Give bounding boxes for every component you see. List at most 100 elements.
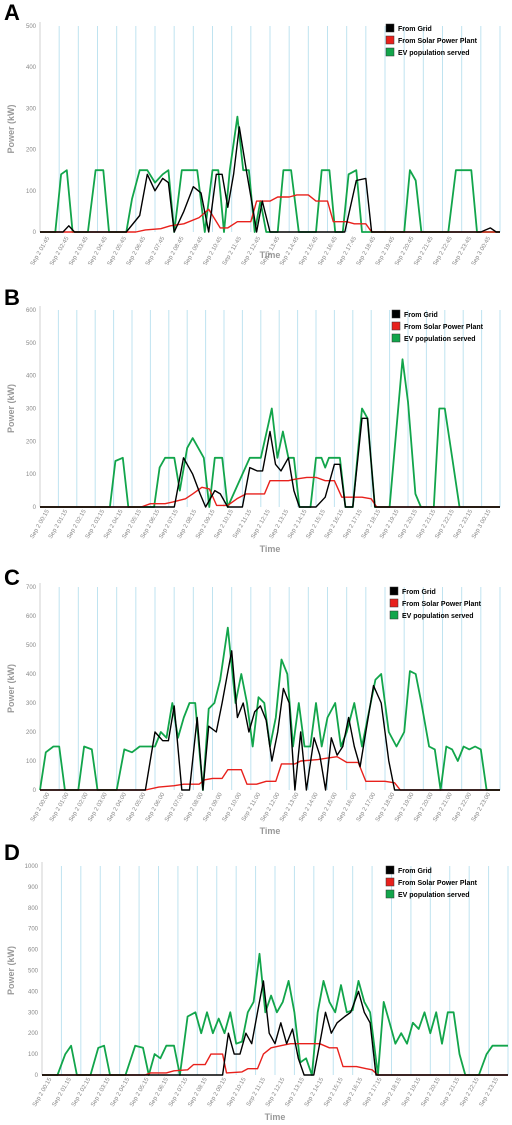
y-tick-label: 300	[26, 701, 37, 707]
y-tick-label: 100	[26, 472, 37, 478]
legend-label: EV population served	[398, 50, 470, 57]
legend-label: From Grid	[402, 589, 436, 596]
x-tick-label: Sep 2 00:15	[32, 1076, 54, 1108]
x-tick-label: Sep 2 21:15	[440, 1076, 462, 1108]
chart-svg: 0 100 200 300 400 500 600 700 800 900 1000 Sep 2 00…	[6, 862, 509, 1122]
x-tick-label: Sep 2 18:00	[375, 791, 397, 823]
x-tick-label: Sep 2 07:45	[145, 235, 167, 265]
x-tick-label: Sep 2 07:15	[168, 1076, 190, 1108]
x-tick-label: Sep 2 23:15	[479, 1076, 501, 1108]
x-tick-label: Sep 2 11:15	[246, 1076, 267, 1107]
x-tick-label: Sep 2 11:00	[241, 791, 262, 822]
x-tick-label: Sep 2 19:00	[394, 791, 416, 823]
x-tick-label: Sep 2 08:45	[164, 235, 186, 265]
x-tick-label: Sep 2 13:00	[279, 791, 301, 823]
y-tick-label: 600	[26, 308, 37, 314]
x-tick-label: Sep 2 19:45	[375, 235, 397, 265]
chart-panel-d: D 0 100 200 300 400 500 600 700 800 900 1000 Sep 2 …	[0, 840, 512, 1125]
x-tick-label: Sep 2 22:00	[452, 791, 474, 823]
x-tick-label: Sep 2 03:45	[68, 235, 90, 265]
y-tick-label: 0	[33, 230, 37, 236]
x-tick-label: Sep 2 06:45	[126, 235, 148, 265]
y-tick-label: 700	[26, 585, 37, 591]
x-tick-label: Sep 2 10:45	[202, 235, 224, 265]
y-axis-title: Power (kW)	[6, 384, 16, 433]
legend-swatch	[385, 23, 395, 33]
y-tick-label: 200	[26, 730, 37, 736]
legend-swatch	[391, 309, 401, 319]
x-axis-title: Time	[260, 544, 281, 554]
y-tick-label: 0	[33, 788, 37, 794]
legend-swatch	[389, 610, 399, 620]
y-tick-label: 500	[26, 643, 37, 649]
legend-swatch	[385, 865, 395, 875]
x-tick-label: Sep 2 17:15	[362, 1076, 384, 1108]
y-tick-label: 400	[26, 65, 37, 71]
series-line-0	[40, 417, 500, 508]
x-tick-label: Sep 2 10:15	[226, 1076, 248, 1108]
x-tick-label: Sep 2 16:15	[343, 1076, 365, 1108]
x-tick-label: Sep 2 01:45	[30, 235, 52, 265]
y-tick-label: 0	[35, 1073, 39, 1079]
y-axis-title: Power (kW)	[6, 946, 16, 995]
x-tick-label: Sep 2 20:15	[420, 1076, 442, 1108]
y-tick-label: 500	[26, 24, 37, 30]
legend-label: From Grid	[404, 312, 438, 319]
x-tick-label: Sep 2 14:00	[298, 791, 320, 823]
x-tick-label: Sep 2 21:00	[432, 791, 454, 823]
x-tick-label: Sep 2 21:45	[413, 235, 435, 265]
series-line-0	[42, 980, 508, 1076]
y-tick-label: 1000	[25, 864, 39, 870]
x-tick-label: Sep 2 11:45	[222, 235, 243, 265]
legend-label: EV population served	[404, 336, 476, 343]
y-tick-label: 500	[26, 341, 37, 347]
x-tick-label: Sep 2 15:45	[298, 235, 320, 265]
legend-swatch	[385, 35, 395, 45]
x-tick-label: Sep 2 19:15	[401, 1076, 423, 1108]
legend-label: From Solar Power Plant	[398, 38, 478, 45]
y-tick-label: 100	[28, 1052, 39, 1058]
series-line-0	[40, 650, 500, 791]
y-tick-label: 400	[26, 374, 37, 380]
x-tick-label: Sep 3 00:15	[471, 508, 493, 540]
x-tick-label: Sep 2 08:00	[183, 791, 205, 823]
panel-label: D	[4, 840, 20, 865]
y-tick-label: 900	[28, 885, 39, 891]
x-tick-label: Sep 2 14:45	[279, 235, 301, 265]
x-tick-label: Sep 2 22:15	[459, 1076, 481, 1108]
x-tick-label: Sep 2 16:00	[337, 791, 359, 823]
legend-label: From Solar Power Plant	[404, 324, 484, 331]
legend-label: EV population served	[398, 892, 470, 899]
legend-swatch	[385, 877, 395, 887]
legend-swatch	[391, 321, 401, 331]
y-tick-label: 800	[28, 906, 39, 912]
y-tick-label: 700	[28, 927, 39, 933]
y-axis-title: Power (kW)	[6, 104, 16, 153]
x-axis-title: Time	[260, 826, 281, 836]
x-tick-label: Sep 2 05:45	[107, 235, 129, 265]
x-tick-label: Sep 2 02:45	[49, 235, 71, 265]
y-tick-label: 500	[28, 969, 39, 975]
x-tick-label: Sep 2 10:00	[222, 791, 244, 823]
y-tick-label: 100	[26, 189, 37, 195]
x-tick-label: Sep 2 20:45	[394, 235, 416, 265]
series-line-2	[40, 358, 500, 508]
x-tick-label: Sep 2 15:00	[317, 791, 339, 823]
x-axis-title: Time	[265, 1112, 286, 1122]
x-tick-label: Sep 2 00:00	[30, 791, 52, 823]
x-tick-label: Sep 2 06:15	[149, 1076, 171, 1108]
x-tick-label: Sep 2 15:15	[323, 1076, 345, 1108]
series-line-2	[42, 952, 508, 1076]
x-tick-label: Sep 2 03:15	[90, 1076, 112, 1108]
x-tick-label: Sep 2 09:45	[183, 235, 205, 265]
x-tick-label: Sep 2 13:15	[284, 1076, 306, 1108]
x-tick-label: Sep 2 03:00	[87, 791, 109, 823]
series-line-2	[39, 626, 500, 791]
legend-label: From Grid	[398, 26, 432, 33]
x-tick-label: Sep 2 07:00	[164, 791, 186, 823]
x-tick-label: Sep 2 02:15	[71, 1076, 93, 1108]
x-tick-label: Sep 2 05:15	[129, 1076, 151, 1108]
